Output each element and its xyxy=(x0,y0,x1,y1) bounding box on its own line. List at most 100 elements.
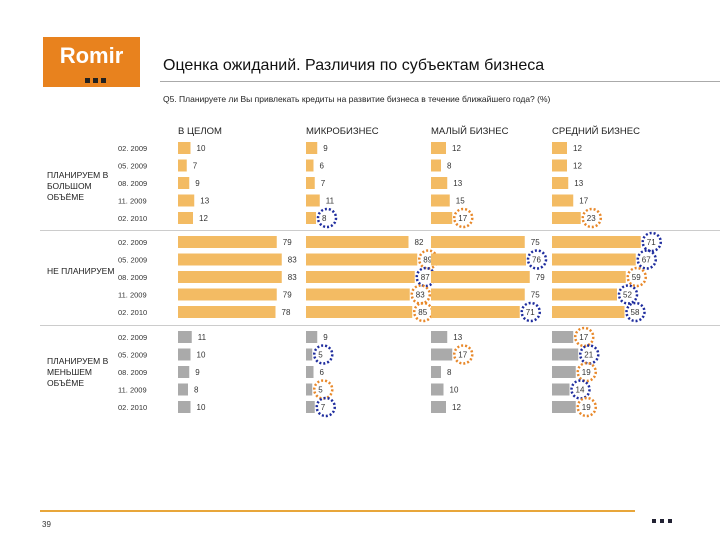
data-label: 9 xyxy=(195,368,200,377)
data-label: 23 xyxy=(587,214,596,223)
highlight-circle xyxy=(581,207,602,229)
bar xyxy=(306,194,320,207)
data-label: 12 xyxy=(573,162,582,171)
highlight-circle xyxy=(313,379,334,400)
data-label: 8 xyxy=(322,214,327,223)
data-label: 7 xyxy=(321,179,326,188)
bar xyxy=(431,288,525,301)
data-label: 8 xyxy=(447,162,452,171)
column-header-medium: СРЕДНИЙ БИЗНЕС xyxy=(552,126,640,137)
data-label: 12 xyxy=(573,144,582,153)
bar xyxy=(431,348,453,361)
group-label-plan-smaller: ПЛАНИРУЕМ В МЕНЬШЕМ ОБЪЁМЕ xyxy=(47,356,109,388)
data-label: 67 xyxy=(642,256,651,265)
bar xyxy=(178,366,190,378)
period-label: 11. 2009 xyxy=(118,291,147,300)
highlight-circle xyxy=(526,249,548,270)
column-header-small: МАЛЫЙ БИЗНЕС xyxy=(431,126,509,137)
data-label: 75 xyxy=(531,291,540,300)
data-label: 83 xyxy=(288,256,297,265)
bar xyxy=(431,236,525,248)
data-label: 14 xyxy=(576,386,585,395)
highlight-circle xyxy=(570,379,591,400)
data-label: 19 xyxy=(582,403,591,412)
column-header-total: В ЦЕЛОМ xyxy=(178,126,222,137)
bar xyxy=(178,159,187,172)
footer-rule xyxy=(40,510,635,512)
bar xyxy=(306,253,418,266)
data-label: 79 xyxy=(536,273,545,282)
bar xyxy=(306,366,314,378)
bar xyxy=(552,212,581,224)
data-label: 5 xyxy=(318,351,323,360)
data-label: 8 xyxy=(447,368,452,377)
bar xyxy=(552,253,636,266)
highlight-circle xyxy=(579,344,600,365)
bar xyxy=(306,177,315,189)
data-label: 19 xyxy=(582,368,591,377)
group-label-plan-large: ПЛАНИРУЕМ В БОЛЬШОМ ОБЪЁМЕ xyxy=(47,170,109,202)
data-label: 13 xyxy=(453,179,462,188)
bar xyxy=(178,383,188,396)
bar xyxy=(431,383,444,396)
highlight-circle xyxy=(617,284,639,305)
data-label: 8 xyxy=(194,386,199,395)
bar xyxy=(552,194,574,207)
bar xyxy=(178,401,191,413)
data-label: 58 xyxy=(631,308,640,317)
data-label: 9 xyxy=(195,179,200,188)
page-title: Оценка ожиданий. Различия по субъектам б… xyxy=(163,57,545,74)
data-label: 15 xyxy=(456,197,465,206)
bar xyxy=(178,288,277,301)
data-label: 12 xyxy=(452,144,461,153)
bar xyxy=(552,288,617,301)
data-label: 13 xyxy=(200,197,209,206)
bar xyxy=(552,331,574,343)
bar xyxy=(178,331,192,343)
period-label: 02. 2010 xyxy=(118,403,147,412)
bar xyxy=(552,366,576,378)
data-label: 83 xyxy=(288,273,297,282)
bar xyxy=(178,212,193,224)
data-label: 76 xyxy=(532,256,541,265)
data-label: 79 xyxy=(283,238,292,247)
data-label: 79 xyxy=(283,291,292,300)
bar xyxy=(306,236,409,248)
period-label: 02. 2009 xyxy=(118,238,147,247)
data-label: 10 xyxy=(197,144,206,153)
question-text: Q5. Планируете ли Вы привлекать кредиты … xyxy=(163,94,551,104)
period-label: 02. 2009 xyxy=(118,333,147,342)
highlight-circle xyxy=(315,396,336,418)
highlight-circle xyxy=(636,249,657,270)
data-label: 17 xyxy=(579,197,588,206)
data-label: 71 xyxy=(647,238,656,247)
bar xyxy=(178,194,195,207)
highlight-circle xyxy=(574,326,595,348)
period-label: 02. 2010 xyxy=(118,308,147,317)
bar xyxy=(431,253,526,266)
highlight-circle xyxy=(316,207,338,229)
data-label: 75 xyxy=(531,238,540,247)
data-label: 12 xyxy=(452,403,461,412)
group-separator xyxy=(40,325,720,326)
highlight-circle xyxy=(410,284,431,305)
group-label-not-planning: НЕ ПЛАНИРУЕМ xyxy=(47,266,115,276)
data-label: 17 xyxy=(458,214,467,223)
highlight-circle xyxy=(641,231,662,253)
bar xyxy=(552,177,569,189)
data-label: 17 xyxy=(579,333,588,342)
highlight-circle xyxy=(576,396,597,418)
data-label: 5 xyxy=(318,386,323,395)
data-label: 10 xyxy=(197,403,206,412)
data-label: 11 xyxy=(326,197,335,206)
bar xyxy=(552,348,579,361)
data-label: 85 xyxy=(418,308,427,317)
column-header-micro: МИКРОБИЗНЕС xyxy=(306,126,379,137)
bar xyxy=(552,236,641,248)
bar xyxy=(431,159,441,172)
highlight-circle xyxy=(625,301,646,323)
bar xyxy=(306,288,410,301)
bar xyxy=(178,306,276,318)
highlight-circle xyxy=(626,266,647,288)
data-label: 13 xyxy=(574,179,583,188)
